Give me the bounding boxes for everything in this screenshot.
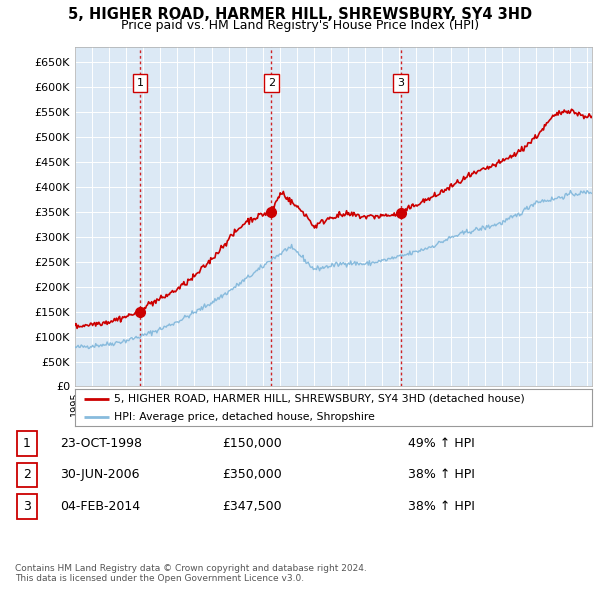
Text: 1: 1: [23, 437, 31, 450]
Text: Price paid vs. HM Land Registry's House Price Index (HPI): Price paid vs. HM Land Registry's House …: [121, 19, 479, 32]
Text: 3: 3: [397, 78, 404, 88]
Text: Contains HM Land Registry data © Crown copyright and database right 2024.
This d: Contains HM Land Registry data © Crown c…: [15, 563, 367, 583]
Text: HPI: Average price, detached house, Shropshire: HPI: Average price, detached house, Shro…: [114, 412, 374, 422]
Text: 38% ↑ HPI: 38% ↑ HPI: [408, 468, 475, 481]
Text: 3: 3: [23, 500, 31, 513]
Text: 30-JUN-2006: 30-JUN-2006: [60, 468, 139, 481]
Text: £347,500: £347,500: [222, 500, 282, 513]
Text: 23-OCT-1998: 23-OCT-1998: [60, 437, 142, 450]
Text: £350,000: £350,000: [222, 468, 282, 481]
Text: 2: 2: [23, 468, 31, 481]
Text: 04-FEB-2014: 04-FEB-2014: [60, 500, 140, 513]
Text: 38% ↑ HPI: 38% ↑ HPI: [408, 500, 475, 513]
Text: 2: 2: [268, 78, 275, 88]
Text: 5, HIGHER ROAD, HARMER HILL, SHREWSBURY, SY4 3HD (detached house): 5, HIGHER ROAD, HARMER HILL, SHREWSBURY,…: [114, 394, 524, 404]
Text: 5, HIGHER ROAD, HARMER HILL, SHREWSBURY, SY4 3HD: 5, HIGHER ROAD, HARMER HILL, SHREWSBURY,…: [68, 7, 532, 22]
Text: £150,000: £150,000: [222, 437, 282, 450]
Text: 49% ↑ HPI: 49% ↑ HPI: [408, 437, 475, 450]
Text: 1: 1: [137, 78, 143, 88]
